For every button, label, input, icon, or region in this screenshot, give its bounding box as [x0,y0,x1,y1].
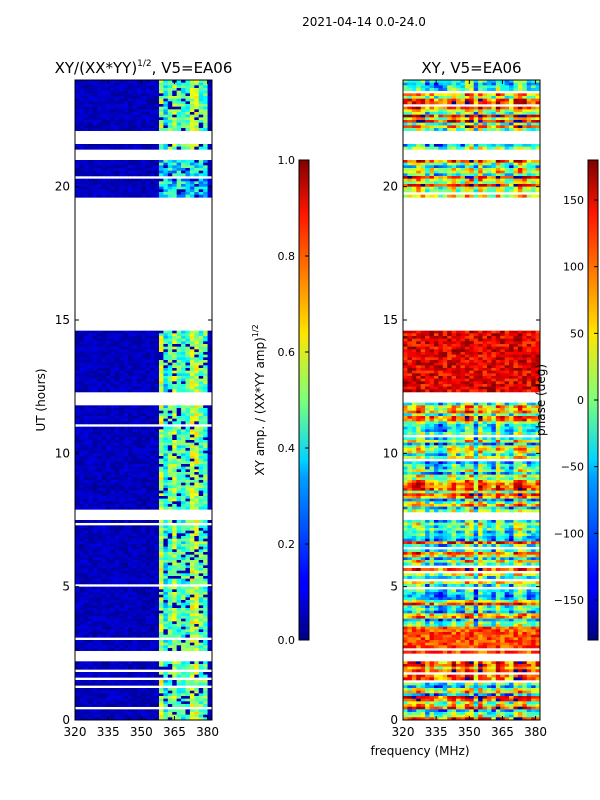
amplitude-ytick-label: 5 [62,580,70,594]
amplitude-colorbar-tick-label: 0.4 [278,442,296,455]
phase-colorbar: 150 100 50 0 −50 −100 −150 phase (deg) [534,159,599,641]
amplitude-heatmap [75,80,212,720]
phase-ytick-label: 0 [390,713,398,727]
amplitude-title-main: XY/(XX*YY) [55,59,138,77]
amplitude-ytick-label: 0 [62,713,70,727]
amplitude-colorbar-tick-label: 0.2 [278,538,296,551]
amplitude-colorbar-tick-label: 0.8 [278,250,296,263]
figure-title: 2021-04-14 0.0-24.0 [302,15,426,29]
phase-xtick-label: 365 [491,725,514,739]
phase-panel: XY, V5=EA06 320 335 350 365 380 0 5 10 15 20 [383,59,547,739]
amplitude-colorbar-ticks: 0.0 0.2 0.4 0.6 0.8 1.0 [278,154,309,647]
phase-xtick-label: 320 [392,725,415,739]
phase-ytick-label: 15 [383,313,398,327]
phase-colorbar-tick-label: 0 [577,394,584,407]
phase-panel-title: XY, V5=EA06 [421,59,521,77]
amplitude-colorbar-label-main: XY amp. / (XX*YY amp) [253,337,267,475]
phase-xtick-label: 335 [425,725,448,739]
amplitude-colorbar-tick-label: 1.0 [278,154,296,167]
amplitude-xtick-label: 380 [196,725,219,739]
amplitude-ytick-label: 20 [55,180,70,194]
phase-colorbar-tick-label: 50 [570,327,584,340]
amplitude-panel: XY/(XX*YY)1/2, V5=EA06 320 335 350 365 380 0 5… [34,59,232,739]
phase-plot-frame [402,79,541,721]
phase-xtick-label: 380 [524,725,547,739]
frequency-axis-label: frequency (MHz) [370,744,469,758]
phase-xtick-label: 350 [458,725,481,739]
amplitude-colorbar: 0.0 0.2 0.4 0.6 0.8 1.0 XY amp. / (XX*YY amp)… [251,154,310,647]
phase-ytick-label: 10 [383,446,398,460]
phase-axes: 320 335 350 365 380 0 5 10 15 20 [383,80,547,739]
amplitude-title-suffix: , V5=EA06 [152,59,233,77]
amplitude-colorbar-bar [298,159,310,641]
phase-colorbar-tick-label: −100 [554,527,584,540]
amplitude-colorbar-tick-label: 0.0 [278,634,296,647]
amplitude-colorbar-tick-label: 0.6 [278,346,296,359]
amplitude-ytick-label: 15 [55,313,70,327]
amplitude-ytick-label: 10 [55,446,70,460]
phase-colorbar-label: phase (deg) [534,364,548,436]
amplitude-plot-frame [74,79,213,721]
amplitude-colorbar-label: XY amp. / (XX*YY amp)1/2 [251,324,267,475]
amplitude-colorbar-label-exponent: 1/2 [251,324,260,337]
phase-colorbar-tick-label: −150 [554,594,584,607]
amplitude-panel-title: XY/(XX*YY)1/2, V5=EA06 [55,59,233,77]
amplitude-axes: 320 335 350 365 380 0 5 10 15 20 [55,80,219,739]
phase-ytick-label: 20 [383,180,398,194]
phase-colorbar-ticks: 150 100 50 0 −50 −100 −150 [554,194,598,607]
phase-colorbar-tick-label: 150 [563,194,584,207]
amplitude-xtick-label: 350 [130,725,153,739]
amplitude-xtick-label: 335 [97,725,120,739]
amplitude-ylabel: UT (hours) [34,368,48,431]
phase-colorbar-tick-label: 100 [563,261,584,274]
phase-heatmap [403,80,540,720]
phase-colorbar-tick-label: −50 [561,461,584,474]
amplitude-xtick-label: 320 [64,725,87,739]
amplitude-xtick-label: 365 [163,725,186,739]
amplitude-title-exponent: 1/2 [137,59,151,69]
phase-ytick-label: 5 [390,580,398,594]
